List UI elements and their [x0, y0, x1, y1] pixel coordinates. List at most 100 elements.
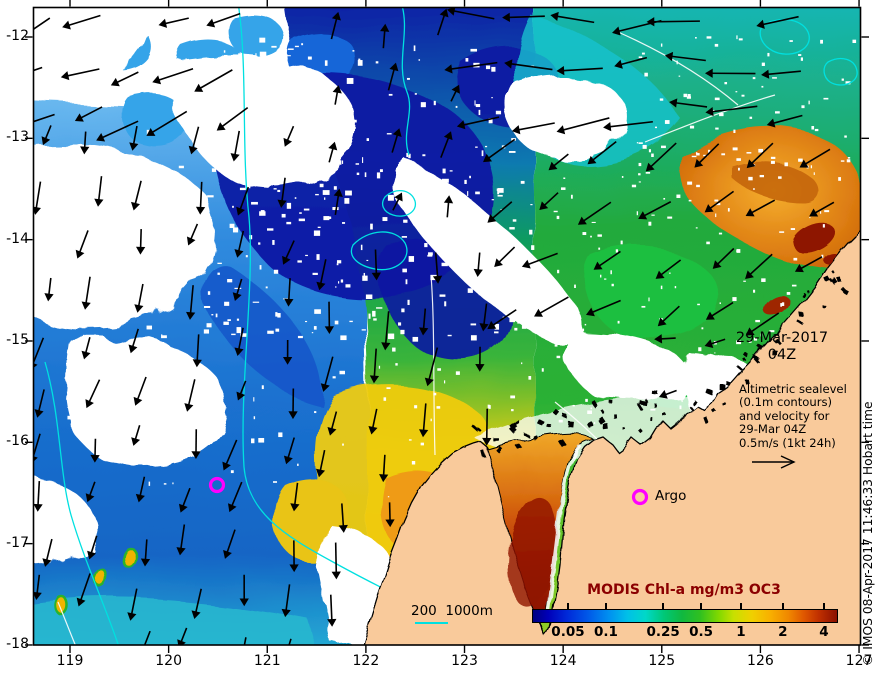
colorbar-tick: [662, 603, 665, 610]
velocity-scale-arrow: [752, 455, 796, 469]
velocity-arrow: [44, 277, 54, 302]
velocity-arrow: [436, 8, 449, 36]
velocity-arrow: [33, 574, 42, 601]
velocity-arrow: [645, 142, 677, 172]
argo-float-marker: [208, 476, 226, 494]
velocity-arrow: [809, 201, 835, 217]
velocity-arrow: [282, 339, 293, 365]
velocity-arrow: [746, 142, 774, 169]
velocity-arrow: [288, 388, 298, 420]
velocity-arrow: [74, 106, 103, 122]
velocity-arrow: [794, 256, 823, 273]
plot-frame: [32, 6, 862, 646]
velocity-arrow: [94, 176, 104, 207]
map-time: 04Z: [767, 347, 797, 363]
velocity-arrow: [152, 67, 194, 85]
x-axis-tick-label: 123: [451, 653, 478, 669]
cloud-layer: [33, 7, 782, 645]
velocity-arrow: [539, 192, 559, 210]
velocity-arrow: [475, 346, 485, 372]
velocity-arrow: [419, 403, 429, 438]
colorbar-tick-label: 2: [778, 624, 788, 640]
velocity-arrow: [129, 125, 139, 151]
velocity-arrow: [328, 141, 338, 163]
chlorophyll-colorbar: 0.05 0.1 0.25 0.5 1 2 4: [532, 603, 838, 640]
velocity-arrow: [385, 502, 395, 528]
velocity-arrow: [657, 305, 680, 327]
velocity-arrow: [655, 259, 682, 279]
velocity-arrow: [585, 299, 621, 317]
colorbar-tick-label: 0.05: [551, 624, 585, 640]
velocity-arrow: [614, 56, 648, 69]
velocity-arrow: [324, 301, 334, 334]
velocity-arrow: [33, 66, 43, 72]
velocity-arrow: [419, 308, 429, 336]
velocity-arrow: [128, 328, 140, 354]
velocity-arrow: [234, 327, 244, 356]
velocity-arrow: [332, 85, 342, 105]
y-axis-tick-label: -13: [6, 129, 29, 146]
velocity-arrow: [96, 120, 139, 142]
axis-ticks: [25, 0, 869, 653]
map-plot-area: [33, 7, 861, 645]
velocity-arrow: [487, 309, 517, 330]
velocity-arrow: [191, 429, 201, 460]
velocity-arrow: [320, 356, 334, 392]
velocity-arrow: [603, 120, 653, 132]
velocity-arrow: [494, 246, 516, 268]
velocity-arrow: [33, 181, 42, 215]
y-axis-tick-label: -16: [6, 433, 29, 450]
y-axis-tick-label: -17: [6, 534, 29, 551]
velocity-arrow: [184, 379, 196, 412]
velocity-arrow: [186, 223, 199, 246]
velocity-arrow: [443, 195, 454, 218]
velocity-arrow: [432, 252, 443, 284]
credit-text: © IMOS 08-Apr-2017 11:46:33 Hobart time: [861, 401, 875, 666]
x-axis-tick-label: 120: [155, 653, 182, 669]
x-axis-tick-label: 125: [648, 653, 676, 669]
velocity-arrow: [227, 481, 243, 513]
velocity-arrow: [195, 181, 206, 215]
land-polygon: [362, 231, 861, 645]
argo-float-markers: [208, 476, 649, 506]
velocity-arrow: [380, 23, 390, 49]
velocity-arrow: [577, 201, 612, 225]
velocity-arrow: [206, 12, 241, 28]
velocity-arrow: [482, 408, 492, 446]
velocity-arrow: [371, 249, 381, 281]
velocity-arrow: [75, 230, 89, 259]
velocity-arrow: [392, 192, 403, 211]
velocity-arrow: [136, 229, 146, 255]
velocity-arrow: [191, 588, 202, 619]
colorbar-tick: [700, 603, 703, 610]
colorbar-tick: [739, 603, 742, 610]
velocity-arrow: [81, 276, 91, 310]
velocity-arrow: [158, 17, 189, 28]
x-axis-tick-label: 119: [56, 653, 84, 669]
annotation-line: and velocity for: [739, 408, 830, 423]
velocity-arrow: [473, 252, 483, 278]
velocity-arrow: [330, 11, 341, 40]
x-axis-tick-label: 121: [253, 653, 281, 669]
velocity-arrow: [134, 283, 144, 313]
velocity-arrow: [440, 131, 453, 158]
velocity-arrow: [283, 125, 295, 147]
velocity-arrow: [281, 584, 291, 618]
argo-float-marker: [631, 488, 649, 506]
velocity-arrow: [694, 143, 720, 168]
map-date: 29-Mar-2017: [735, 330, 829, 346]
velocity-arrow: [450, 84, 460, 102]
colorbar-tick: [822, 603, 825, 610]
velocity-arrow: [391, 128, 402, 153]
velocity-arrow: [222, 439, 238, 471]
velocity-arrow: [654, 334, 676, 344]
velocity-arrow: [230, 130, 241, 162]
velocity-arrow: [131, 425, 141, 446]
velocity-arrow: [80, 131, 90, 155]
colorbar-tick-label: 4: [819, 624, 829, 640]
velocity-arrow: [756, 15, 799, 29]
velocity-arrow: [456, 116, 500, 130]
velocity-arrow: [194, 69, 233, 92]
velocity-arrow: [766, 114, 803, 128]
velocity-arrow: [188, 126, 200, 155]
